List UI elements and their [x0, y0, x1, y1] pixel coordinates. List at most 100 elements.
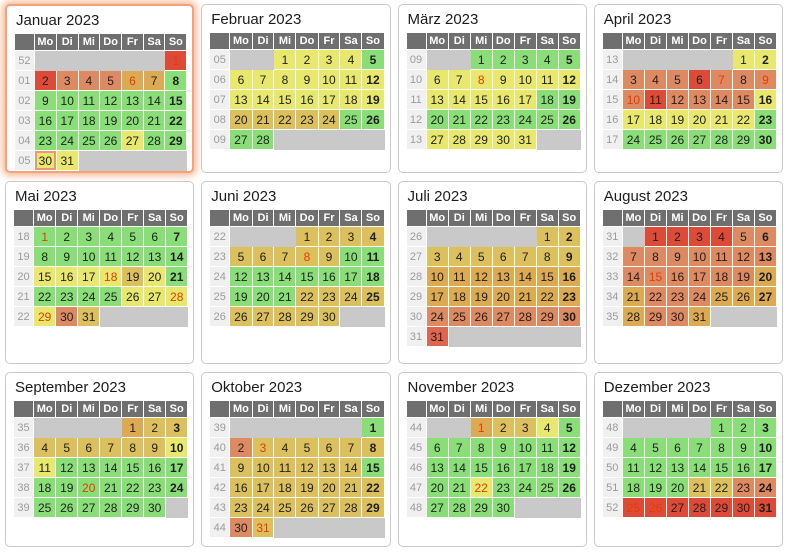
- day-cell-mai-6[interactable]: 6: [144, 227, 167, 247]
- day-cell-mai-16[interactable]: 16: [56, 267, 79, 287]
- day-cell-juni-28[interactable]: 28: [274, 307, 297, 327]
- day-cell-februar-17[interactable]: 17: [318, 90, 341, 110]
- day-cell-januar-23[interactable]: 23: [34, 131, 57, 151]
- day-cell-januar-4[interactable]: 4: [78, 71, 101, 91]
- day-cell-oktober-31-holiday[interactable]: 31: [252, 518, 275, 538]
- day-cell-dezember-2[interactable]: 2: [732, 418, 755, 438]
- day-cell-maerz-4[interactable]: 4: [536, 50, 559, 70]
- day-cell-mai-25[interactable]: 25: [100, 287, 123, 307]
- day-cell-mai-27[interactable]: 27: [144, 287, 167, 307]
- day-cell-oktober-22[interactable]: 22: [362, 478, 385, 498]
- day-cell-april-12[interactable]: 12: [666, 90, 689, 110]
- day-cell-august-2[interactable]: 2: [666, 227, 689, 247]
- day-cell-juli-17[interactable]: 17: [426, 287, 449, 307]
- day-cell-april-28[interactable]: 28: [711, 130, 733, 150]
- day-cell-maerz-8-holiday[interactable]: 8: [470, 70, 493, 90]
- day-cell-september-16[interactable]: 16: [144, 458, 167, 478]
- day-cell-juni-26[interactable]: 26: [230, 307, 253, 327]
- day-cell-dezember-3[interactable]: 3: [754, 418, 777, 438]
- day-cell-dezember-7[interactable]: 7: [688, 438, 712, 458]
- day-cell-dezember-18[interactable]: 18: [622, 478, 646, 498]
- day-cell-august-17[interactable]: 17: [688, 267, 712, 287]
- day-cell-september-19[interactable]: 19: [56, 478, 79, 498]
- day-cell-juni-20[interactable]: 20: [252, 287, 275, 307]
- day-cell-april-21[interactable]: 21: [711, 110, 733, 130]
- day-cell-februar-10[interactable]: 10: [318, 70, 341, 90]
- day-cell-august-31[interactable]: 31: [688, 307, 712, 327]
- day-cell-februar-16[interactable]: 16: [296, 90, 319, 110]
- day-cell-maerz-9[interactable]: 9: [492, 70, 515, 90]
- day-cell-mai-22[interactable]: 22: [34, 287, 57, 307]
- day-cell-dezember-8[interactable]: 8: [711, 438, 733, 458]
- day-cell-mai-29-holiday[interactable]: 29: [34, 307, 57, 327]
- day-cell-oktober-8[interactable]: 8: [362, 438, 385, 458]
- day-cell-mai-15[interactable]: 15: [34, 267, 57, 287]
- day-cell-november-10[interactable]: 10: [514, 438, 537, 458]
- day-cell-september-7[interactable]: 7: [100, 438, 123, 458]
- day-cell-august-20[interactable]: 20: [754, 267, 777, 287]
- day-cell-november-24[interactable]: 24: [514, 478, 537, 498]
- day-cell-august-19[interactable]: 19: [732, 267, 755, 287]
- day-cell-juli-21[interactable]: 21: [514, 287, 537, 307]
- day-cell-mai-26[interactable]: 26: [122, 287, 145, 307]
- day-cell-november-7[interactable]: 7: [448, 438, 471, 458]
- day-cell-juli-15[interactable]: 15: [536, 267, 559, 287]
- day-cell-juli-31[interactable]: 31: [426, 327, 449, 347]
- day-cell-november-8[interactable]: 8: [470, 438, 493, 458]
- day-cell-februar-15[interactable]: 15: [274, 90, 297, 110]
- day-cell-mai-9[interactable]: 9: [56, 247, 79, 267]
- day-cell-dezember-16[interactable]: 16: [732, 458, 755, 478]
- day-cell-juli-3[interactable]: 3: [426, 247, 449, 267]
- day-cell-august-1[interactable]: 1: [645, 227, 667, 247]
- day-cell-august-25[interactable]: 25: [711, 287, 733, 307]
- day-cell-oktober-11[interactable]: 11: [274, 458, 297, 478]
- day-cell-september-28[interactable]: 28: [100, 498, 123, 518]
- day-cell-august-7[interactable]: 7: [622, 247, 646, 267]
- day-cell-januar-1-holiday[interactable]: 1: [165, 51, 188, 71]
- day-cell-august-28[interactable]: 28: [622, 307, 646, 327]
- day-cell-november-6[interactable]: 6: [426, 438, 449, 458]
- day-cell-april-10-holiday[interactable]: 10: [622, 90, 646, 110]
- day-cell-mai-7[interactable]: 7: [166, 227, 189, 247]
- day-cell-maerz-2[interactable]: 2: [492, 50, 515, 70]
- day-cell-dezember-12[interactable]: 12: [645, 458, 667, 478]
- day-cell-april-9-holiday[interactable]: 9: [754, 70, 777, 90]
- day-cell-juli-30[interactable]: 30: [558, 307, 581, 327]
- day-cell-mai-3[interactable]: 3: [78, 227, 101, 247]
- day-cell-april-3[interactable]: 3: [622, 70, 646, 90]
- day-cell-februar-23[interactable]: 23: [296, 110, 319, 130]
- day-cell-september-1[interactable]: 1: [122, 418, 145, 438]
- day-cell-august-27[interactable]: 27: [754, 287, 777, 307]
- day-cell-juli-11[interactable]: 11: [448, 267, 471, 287]
- day-cell-maerz-13[interactable]: 13: [426, 90, 449, 110]
- day-cell-september-9[interactable]: 9: [144, 438, 167, 458]
- day-cell-april-18[interactable]: 18: [645, 110, 667, 130]
- day-cell-juli-9[interactable]: 9: [558, 247, 581, 267]
- day-cell-juli-5[interactable]: 5: [470, 247, 493, 267]
- day-cell-juni-30[interactable]: 30: [318, 307, 341, 327]
- day-cell-dezember-19[interactable]: 19: [645, 478, 667, 498]
- day-cell-november-26[interactable]: 26: [558, 478, 581, 498]
- day-cell-november-4[interactable]: 4: [536, 418, 559, 438]
- day-cell-dezember-27[interactable]: 27: [666, 498, 689, 518]
- day-cell-september-24[interactable]: 24: [166, 478, 189, 498]
- day-cell-april-14[interactable]: 14: [711, 90, 733, 110]
- day-cell-januar-14[interactable]: 14: [143, 91, 166, 111]
- day-cell-november-23[interactable]: 23: [492, 478, 515, 498]
- day-cell-april-26[interactable]: 26: [666, 130, 689, 150]
- day-cell-maerz-11[interactable]: 11: [536, 70, 559, 90]
- day-cell-september-29[interactable]: 29: [122, 498, 145, 518]
- day-cell-januar-5[interactable]: 5: [100, 71, 123, 91]
- day-cell-august-11[interactable]: 11: [711, 247, 733, 267]
- day-cell-dezember-4[interactable]: 4: [622, 438, 646, 458]
- day-cell-juli-24[interactable]: 24: [426, 307, 449, 327]
- day-cell-juli-14[interactable]: 14: [514, 267, 537, 287]
- day-cell-maerz-25[interactable]: 25: [536, 110, 559, 130]
- day-cell-maerz-12[interactable]: 12: [558, 70, 581, 90]
- day-cell-oktober-6[interactable]: 6: [318, 438, 341, 458]
- day-cell-maerz-24[interactable]: 24: [514, 110, 537, 130]
- day-cell-april-25[interactable]: 25: [645, 130, 667, 150]
- day-cell-september-25[interactable]: 25: [34, 498, 57, 518]
- day-cell-september-15[interactable]: 15: [122, 458, 145, 478]
- day-cell-januar-24[interactable]: 24: [56, 131, 79, 151]
